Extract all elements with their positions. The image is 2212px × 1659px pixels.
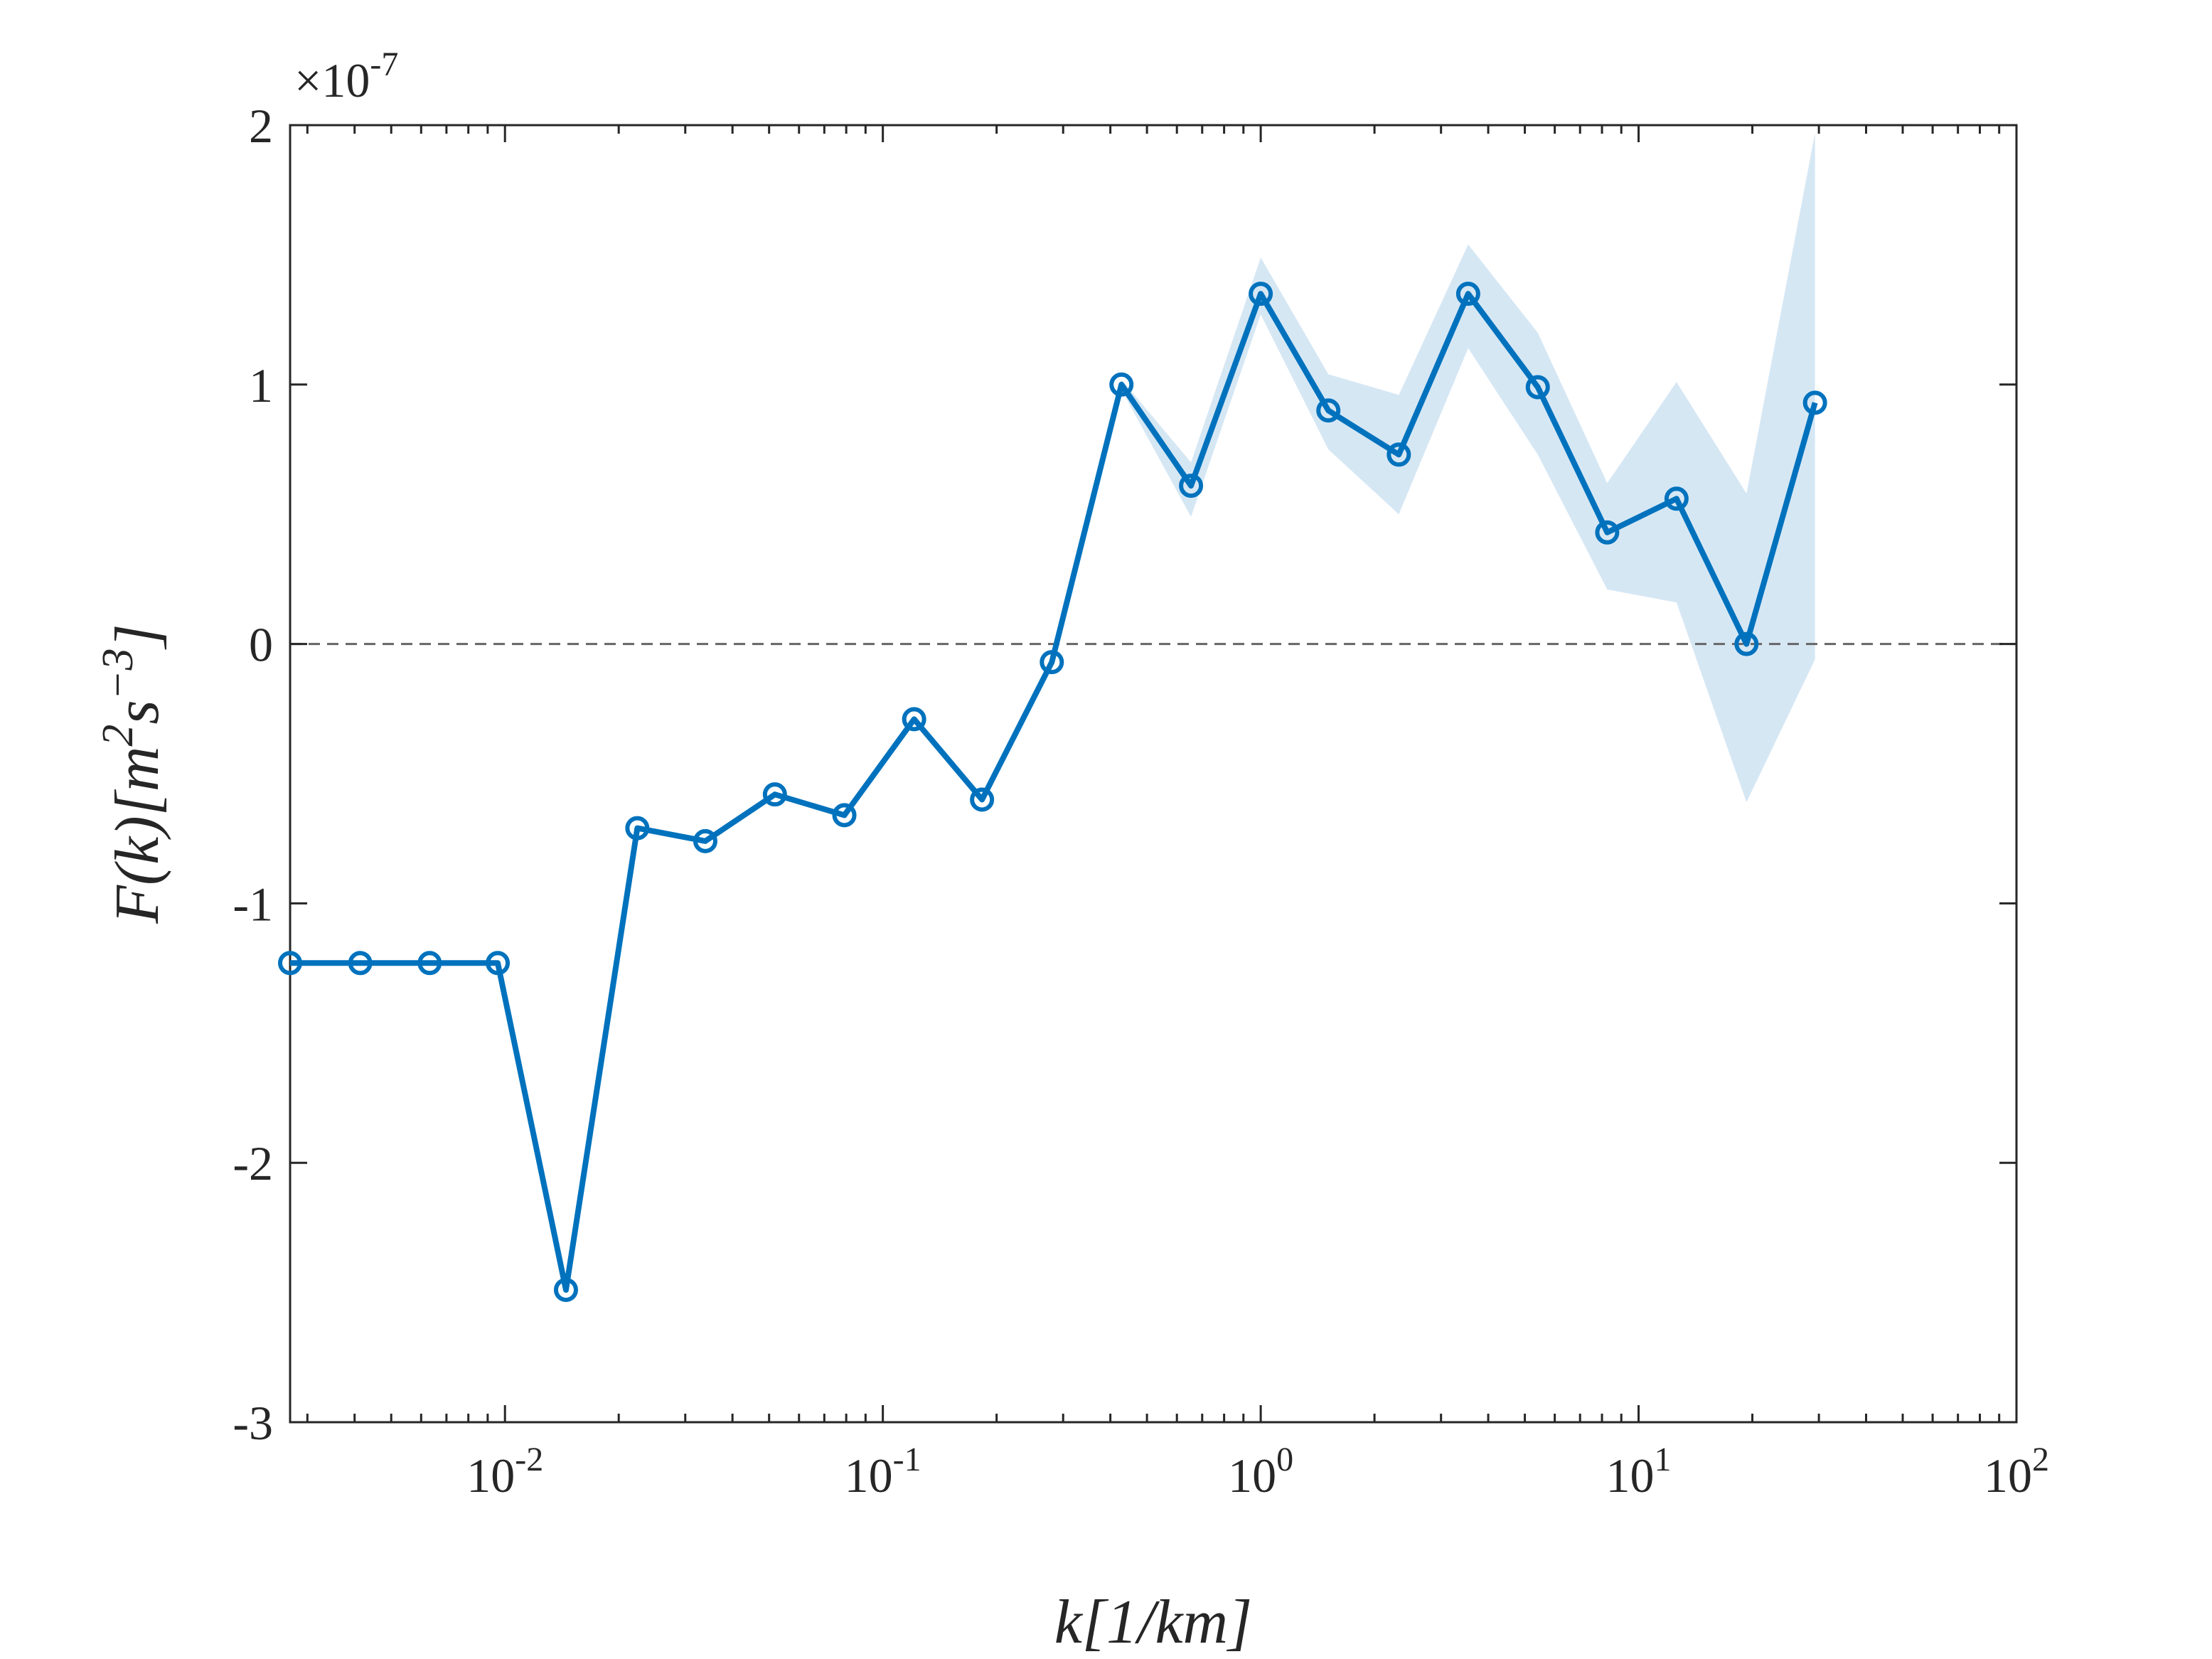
data-marker: [902, 707, 926, 732]
x-tick-label: 10-2: [466, 1441, 543, 1503]
data-marker: [1734, 631, 1759, 656]
x-tick-label: 10-1: [845, 1441, 921, 1503]
x-tick-exponent: 0: [1276, 1441, 1293, 1478]
data-marker: [278, 951, 302, 976]
data-marker: [970, 787, 995, 812]
data-marker: [1386, 442, 1411, 467]
data-marker: [1595, 520, 1620, 545]
data-line: [290, 291, 1818, 1293]
data-marker: [1525, 375, 1550, 400]
x-tick-base: 10: [466, 1449, 515, 1503]
y-multiplier: ×10-7: [294, 46, 398, 107]
data-marker: [693, 828, 717, 853]
y-tick-label: 1: [249, 358, 273, 412]
data-marker: [1179, 474, 1204, 498]
data-marker: [1249, 282, 1273, 306]
y-axis-label-part: ]: [103, 624, 172, 650]
data-marker: [486, 951, 511, 976]
x-tick-label: 100: [1228, 1441, 1293, 1503]
y-multiplier-exponent: -7: [370, 46, 398, 83]
data-marker: [1802, 390, 1827, 415]
x-tick-exponent: 2: [2032, 1441, 2049, 1478]
x-tick-exponent: 1: [1655, 1441, 1672, 1478]
confidence-band: [1121, 132, 1815, 803]
x-tick-base: 10: [1984, 1449, 2032, 1503]
y-axis-label-sup: 2: [94, 725, 142, 747]
y-multiplier-base: ×10: [294, 53, 370, 107]
y-tick-label: 2: [249, 99, 273, 153]
data-marker: [1040, 650, 1064, 675]
y-tick-label: -3: [233, 1396, 273, 1450]
x-tick-label: 101: [1606, 1441, 1672, 1503]
data-marker: [348, 951, 373, 976]
x-tick-base: 10: [1606, 1449, 1655, 1503]
y-axis-label-part: F(k)[m: [103, 747, 172, 924]
y-axis-label: F(k)[m2s−3]: [94, 624, 172, 924]
data-marker: [1664, 486, 1689, 511]
x-axis-label: k[1/km]: [1054, 1588, 1253, 1657]
data-marker: [417, 951, 442, 976]
data-marker: [1316, 398, 1341, 423]
x-axis-label-part: k[1/km]: [1054, 1588, 1253, 1657]
x-tick-exponent: -1: [893, 1441, 921, 1478]
y-axis-label-sup: −3: [94, 648, 142, 700]
y-tick-label: -2: [233, 1136, 273, 1190]
y-tick-label: -1: [233, 877, 273, 931]
y-axis-label-part: s: [103, 700, 172, 724]
axes-box: [289, 124, 2018, 1424]
y-tick-label: 0: [249, 618, 273, 672]
data-marker: [625, 816, 650, 841]
data-marker: [762, 782, 787, 807]
x-tick-base: 10: [845, 1449, 893, 1503]
data-marker: [832, 803, 857, 828]
x-tick-base: 10: [1228, 1449, 1276, 1503]
data-marker: [553, 1277, 578, 1302]
data-marker: [1455, 282, 1480, 306]
x-tick-exponent: -2: [515, 1441, 543, 1478]
x-tick-label: 102: [1984, 1441, 2049, 1503]
data-marker: [1109, 372, 1134, 397]
